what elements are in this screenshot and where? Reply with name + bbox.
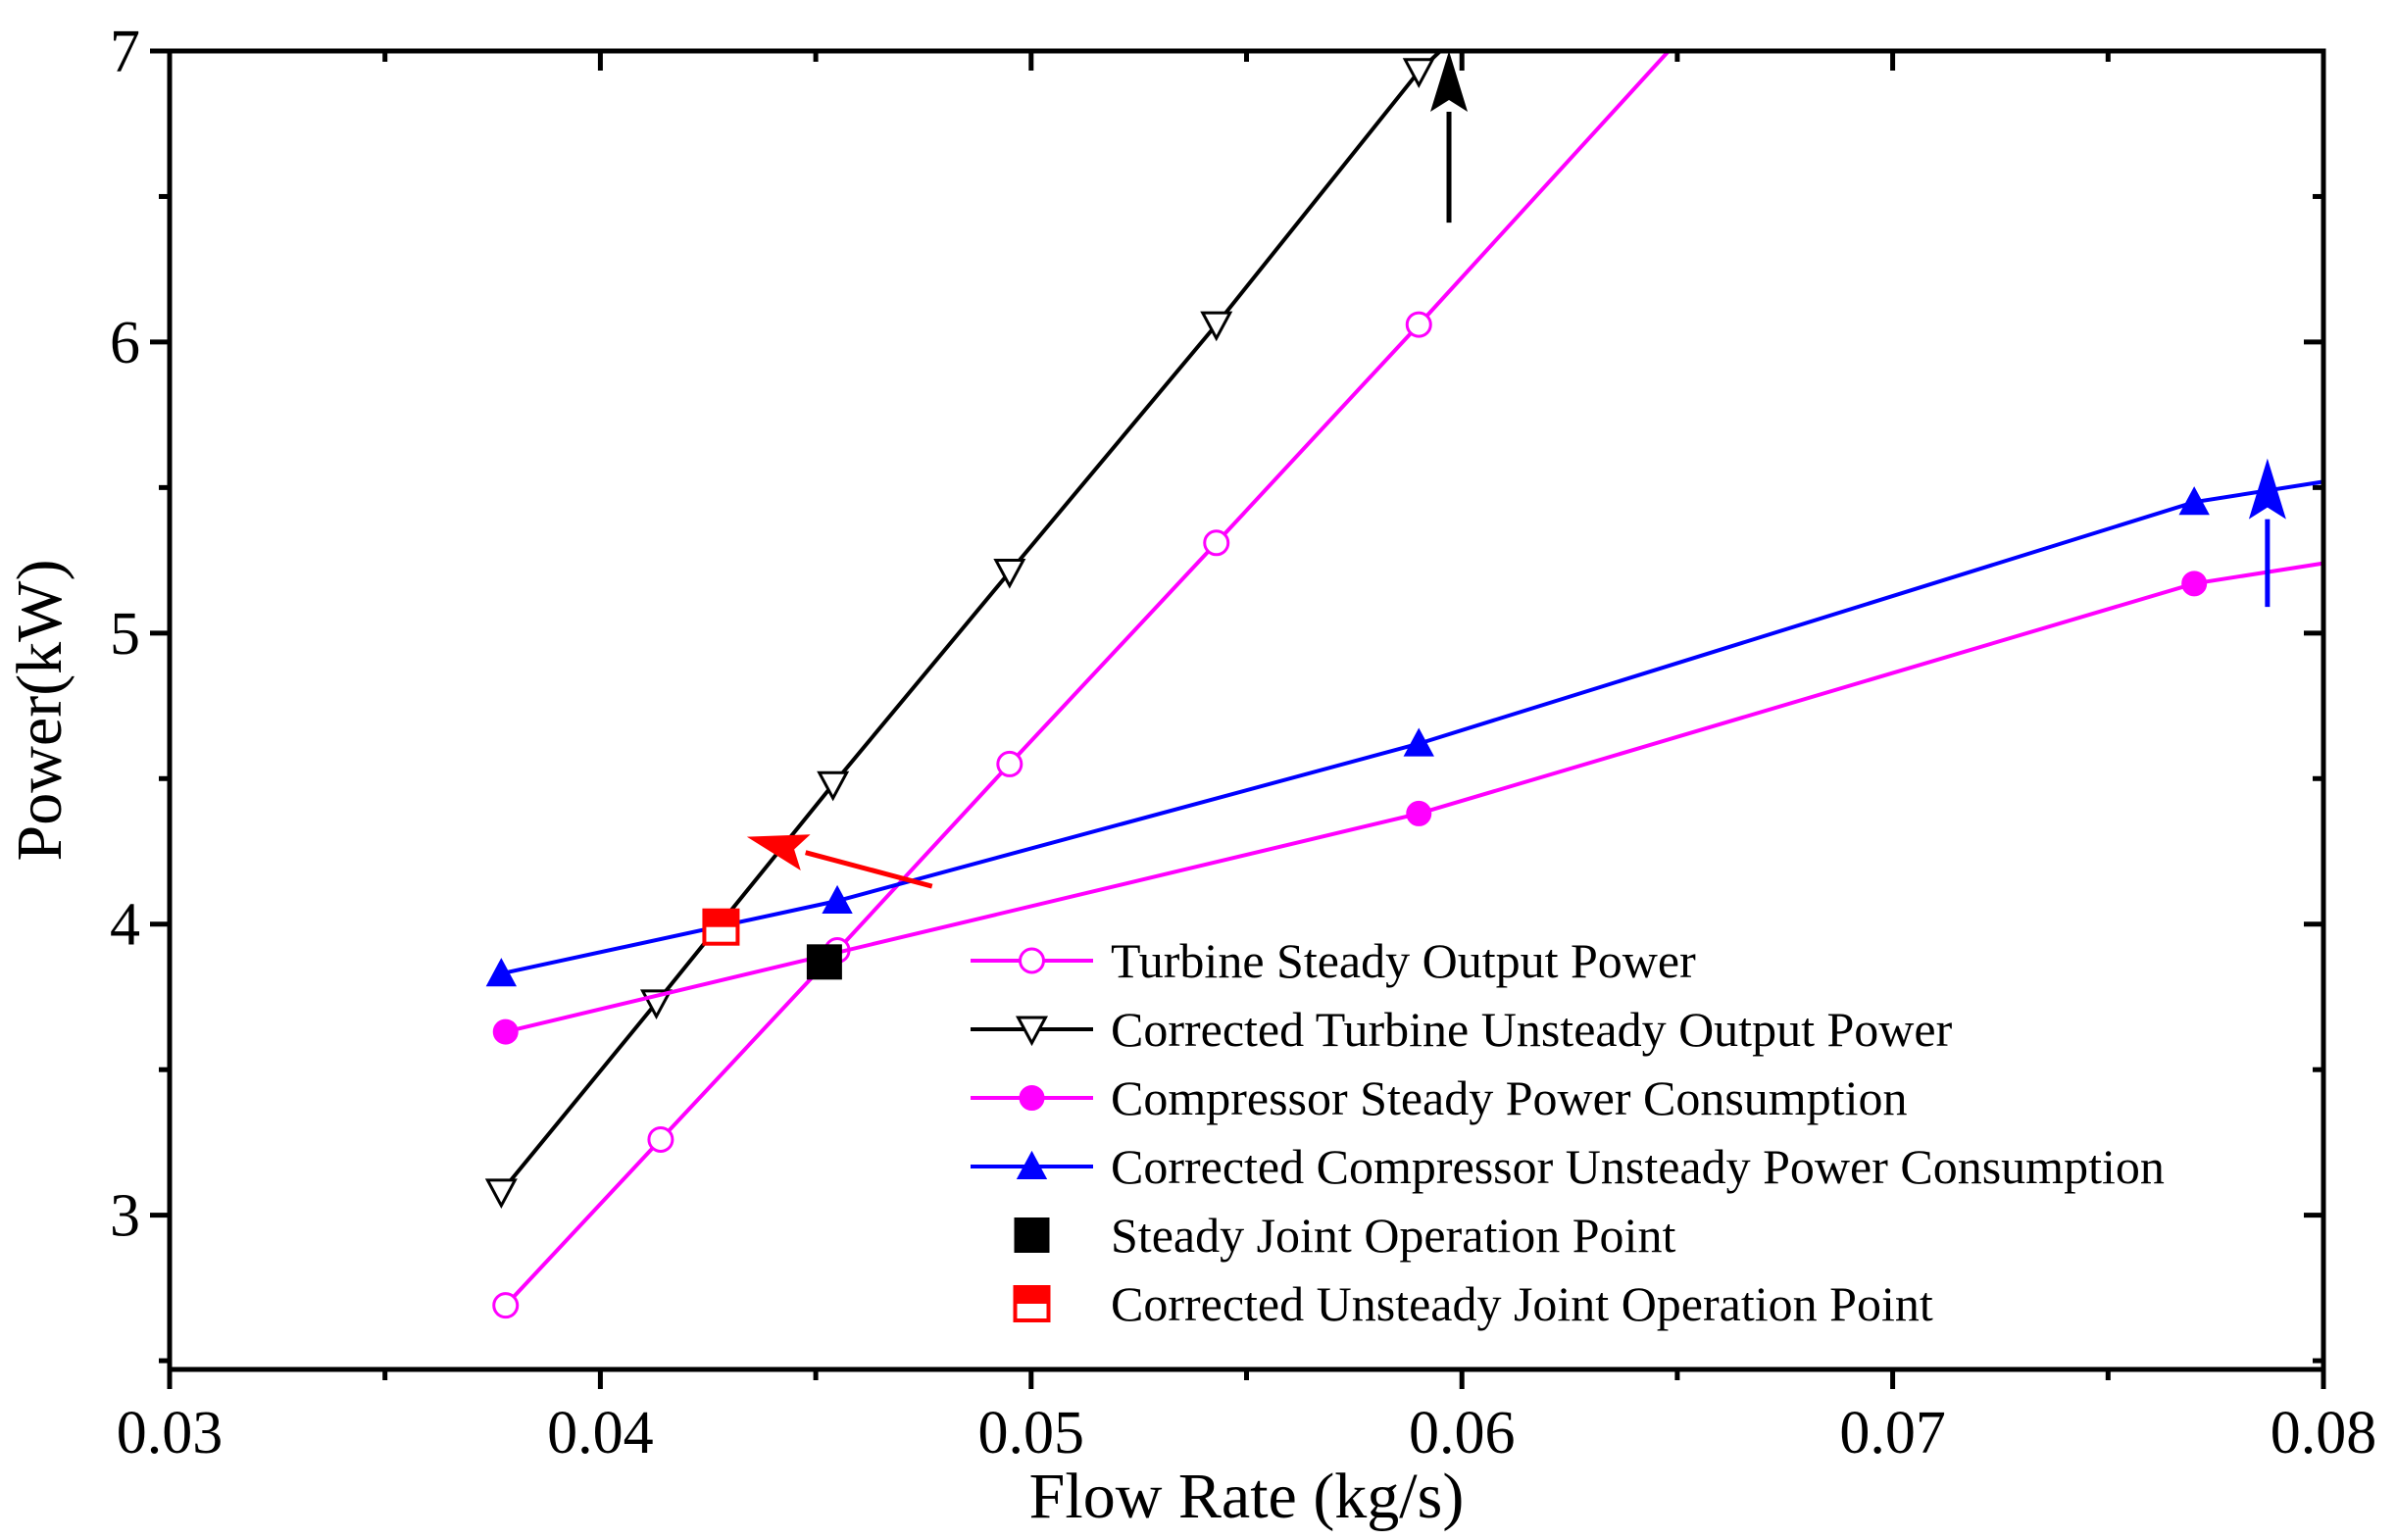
legend-marker bbox=[1016, 1150, 1048, 1179]
x-tick-label: 0.04 bbox=[547, 1400, 654, 1466]
annotation-arrow-head bbox=[1430, 51, 1469, 112]
legend-item-corrected-unsteady-joint-operation-point: Corrected Unsteady Joint Operation Point bbox=[1013, 1276, 1933, 1331]
legend-item-corrected-compressor-unsteady-power-consumption: Corrected Compressor Unsteady Power Cons… bbox=[971, 1139, 2165, 1194]
annotation-arrows bbox=[746, 51, 2286, 889]
y-tick-label: 6 bbox=[110, 310, 140, 376]
corrected-unsteady-joint-operation-point-marker-fill bbox=[704, 910, 738, 927]
legend-label: Corrected Turbine Unsteady Output Power bbox=[1111, 1002, 1953, 1057]
annotation-arrow bbox=[746, 834, 933, 889]
steady-joint-operation-point-marker bbox=[806, 944, 842, 980]
data-point-corrected-compressor-unsteady-power-consumption bbox=[1403, 727, 1434, 757]
x-axis-title: Flow Rate (kg/s) bbox=[1029, 1461, 1465, 1532]
legend-item-turbine-steady-output-power: Turbine Steady Output Power bbox=[971, 933, 1696, 988]
y-tick-label: 5 bbox=[110, 601, 140, 668]
data-point-turbine-steady-output-power bbox=[996, 750, 1023, 777]
data-point-corrected-turbine-unsteady-output-power bbox=[1200, 311, 1233, 342]
data-point-compressor-steady-power-consumption bbox=[1406, 800, 1432, 826]
series-line-corrected-compressor-unsteady-power-consumption bbox=[500, 479, 2324, 976]
data-point-turbine-steady-output-power bbox=[1203, 529, 1230, 557]
legend: Turbine Steady Output Power Corrected Tur… bbox=[971, 933, 2165, 1331]
y-tick-label: 7 bbox=[110, 19, 140, 85]
data-point-corrected-turbine-unsteady-output-power bbox=[1402, 58, 1435, 88]
annotation-arrow-shaft bbox=[805, 850, 933, 889]
tick-labels: 0.03 0.04 0.05 0.06 0.07 0.08 3 4 5 6 7 bbox=[110, 19, 2376, 1466]
data-point-compressor-steady-power-consumption bbox=[492, 1018, 519, 1045]
data-point-corrected-turbine-unsteady-output-power bbox=[817, 770, 850, 802]
corrected-unsteady-joint-operation-point-marker bbox=[702, 908, 740, 946]
operation-points-layer bbox=[702, 908, 842, 980]
legend-marker bbox=[1013, 1285, 1051, 1322]
y-tick-label: 4 bbox=[110, 892, 140, 959]
plot-frame bbox=[167, 48, 2326, 1372]
data-point-turbine-steady-output-power bbox=[1405, 311, 1432, 338]
annotation-arrow bbox=[2248, 458, 2286, 608]
legend-item-corrected-turbine-unsteady-output-power: Corrected Turbine Unsteady Output Power bbox=[971, 1002, 1953, 1057]
legend-marker bbox=[1014, 1217, 1050, 1253]
legend-label: Steady Joint Operation Point bbox=[1111, 1208, 1675, 1263]
data-point-corrected-compressor-unsteady-power-consumption bbox=[822, 884, 853, 914]
legend-marker bbox=[1019, 947, 1045, 974]
data-point-corrected-turbine-unsteady-output-power bbox=[993, 558, 1026, 589]
legend-label: Corrected Compressor Unsteady Power Cons… bbox=[1111, 1139, 2165, 1194]
x-tick-label: 0.06 bbox=[1409, 1400, 1516, 1466]
legend-item-steady-joint-operation-point: Steady Joint Operation Point bbox=[1014, 1208, 1675, 1263]
x-tick-label: 0.05 bbox=[978, 1400, 1085, 1466]
annotation-arrow bbox=[1430, 51, 1469, 224]
series-layer bbox=[484, 49, 2324, 1319]
x-tick-label: 0.08 bbox=[2271, 1400, 2377, 1466]
annotation-arrow-head bbox=[2248, 458, 2286, 520]
annotation-arrow-head bbox=[746, 834, 811, 871]
legend-label: Turbine Steady Output Power bbox=[1111, 933, 1696, 988]
x-tick-label: 0.07 bbox=[1839, 1400, 1946, 1466]
data-point-compressor-steady-power-consumption bbox=[2181, 571, 2208, 597]
legend-label: Compressor Steady Power Consumption bbox=[1111, 1070, 1907, 1125]
data-point-corrected-turbine-unsteady-output-power bbox=[484, 1178, 518, 1210]
legend-marker-fill bbox=[1015, 1287, 1049, 1304]
y-tick-label: 3 bbox=[110, 1183, 140, 1250]
x-tick-label: 0.03 bbox=[117, 1400, 224, 1466]
legend-marker bbox=[1019, 1085, 1045, 1111]
data-point-corrected-compressor-unsteady-power-consumption bbox=[485, 958, 518, 987]
legend-label: Corrected Unsteady Joint Operation Point bbox=[1111, 1276, 1933, 1331]
series-line-compressor-steady-power-consumption bbox=[505, 561, 2324, 1034]
legend-marker bbox=[1015, 1016, 1049, 1047]
data-point-turbine-steady-output-power bbox=[647, 1125, 674, 1153]
y-axis-title: Power(kW) bbox=[4, 560, 75, 862]
data-point-turbine-steady-output-power bbox=[492, 1292, 520, 1319]
legend-item-compressor-steady-power-consumption: Compressor Steady Power Consumption bbox=[971, 1070, 1907, 1125]
data-point-corrected-compressor-unsteady-power-consumption bbox=[2178, 486, 2210, 516]
